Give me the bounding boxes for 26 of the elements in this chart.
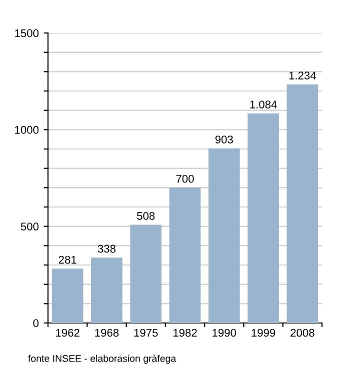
y-tick-label: 0 xyxy=(33,319,39,328)
data-label: 1.234 xyxy=(289,72,316,80)
bar xyxy=(208,148,240,323)
y-tick-label: 500 xyxy=(20,222,39,230)
bar xyxy=(169,188,201,323)
bar xyxy=(91,258,122,323)
x-tick-label: 1962 xyxy=(56,328,80,337)
data-label: 338 xyxy=(98,244,116,253)
bar xyxy=(52,268,84,323)
data-label: 1.084 xyxy=(250,100,277,108)
x-tick-label: 1990 xyxy=(212,328,236,337)
data-label: 700 xyxy=(176,174,194,183)
data-label: 508 xyxy=(137,212,155,220)
bar xyxy=(130,224,162,323)
x-tick-label: 2008 xyxy=(290,328,314,337)
y-tick-label: 1500 xyxy=(15,29,39,38)
x-tick-label: 1975 xyxy=(134,328,158,337)
source-note: fonte INSEE - elaborasion gràfega xyxy=(28,354,176,364)
x-tick-label: 1982 xyxy=(173,328,197,337)
y-tick-label: 1000 xyxy=(15,126,39,134)
data-label: 903 xyxy=(215,136,233,144)
bar xyxy=(286,84,318,323)
x-tick-label: 1999 xyxy=(252,328,276,337)
x-tick-label: 1968 xyxy=(95,328,119,337)
bar xyxy=(248,113,279,323)
data-label: 281 xyxy=(58,256,76,264)
